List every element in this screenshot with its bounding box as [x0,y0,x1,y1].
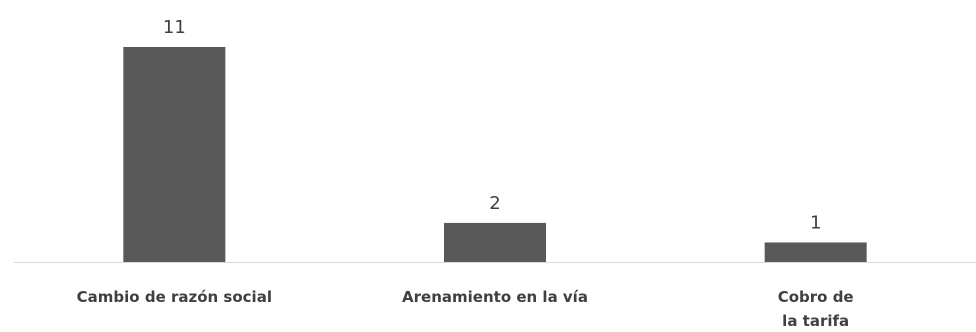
value-label-0: 11 [163,17,186,38]
bar-2 [764,242,867,262]
value-label-2: 1 [810,212,821,233]
category-label-2-line-0: Cobro de [778,288,854,306]
category-label-0-line-0: Cambio de razón social [77,288,272,306]
bar-1 [444,222,546,262]
category-label-2: Cobro de la tarifa [778,288,854,330]
bar-0 [123,47,226,262]
bars-group [123,47,867,262]
category-label-2-line-1: la tarifa [782,312,849,330]
category-label-0: Cambio de razón social [77,288,272,306]
value-label-1: 2 [489,193,500,214]
category-label-1-line-0: Arenamiento en la vía [402,288,588,306]
category-label-1: Arenamiento en la vía [402,288,588,306]
category-labels-group: Cambio de razón social Arenamiento en la … [77,288,854,330]
value-labels-group: 11 2 1 [163,17,822,233]
